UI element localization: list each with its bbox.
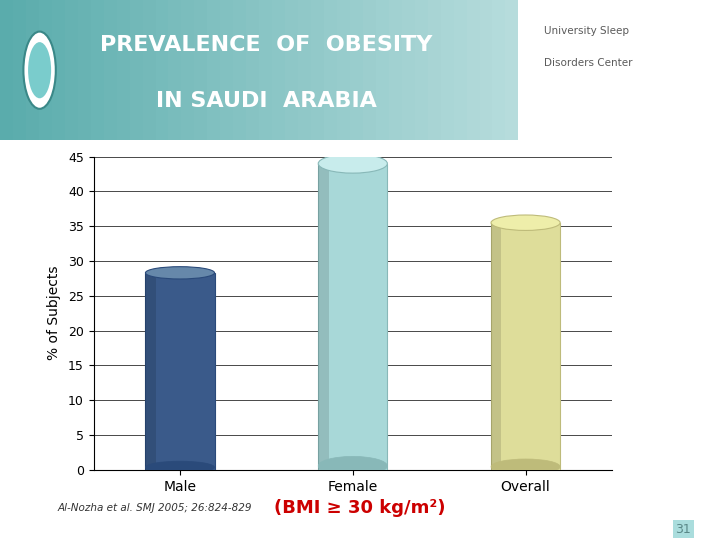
Bar bbox=[168, 0, 182, 140]
Ellipse shape bbox=[145, 461, 215, 474]
FancyBboxPatch shape bbox=[0, 0, 518, 140]
Bar bbox=[94, 470, 647, 478]
Text: (BMI ≥ 30 kg/m²): (BMI ≥ 30 kg/m²) bbox=[274, 498, 446, 517]
Bar bbox=[492, 0, 506, 140]
Bar bbox=[402, 0, 415, 140]
Bar bbox=[26, 0, 40, 140]
Bar bbox=[181, 0, 195, 140]
Bar bbox=[363, 0, 377, 140]
Bar bbox=[324, 0, 338, 140]
Bar bbox=[220, 0, 234, 140]
Y-axis label: % of Subjects: % of Subjects bbox=[47, 266, 61, 361]
Bar bbox=[491, 222, 501, 470]
Bar bbox=[259, 0, 273, 140]
Text: University Sleep: University Sleep bbox=[544, 26, 629, 36]
Bar bbox=[207, 0, 221, 140]
Bar bbox=[233, 0, 247, 140]
Bar bbox=[441, 0, 454, 140]
Bar bbox=[376, 0, 390, 140]
Ellipse shape bbox=[491, 459, 560, 475]
Bar bbox=[491, 222, 560, 470]
Bar bbox=[505, 0, 519, 140]
Bar bbox=[480, 0, 493, 140]
Bar bbox=[145, 273, 215, 470]
Bar bbox=[91, 0, 104, 140]
Ellipse shape bbox=[318, 456, 387, 476]
Bar bbox=[272, 0, 286, 140]
Ellipse shape bbox=[491, 215, 560, 231]
Ellipse shape bbox=[145, 267, 215, 279]
Text: 31: 31 bbox=[675, 523, 691, 536]
Bar bbox=[389, 0, 402, 140]
Bar bbox=[350, 0, 364, 140]
Bar bbox=[65, 0, 78, 140]
Text: IN SAUDI  ARABIA: IN SAUDI ARABIA bbox=[156, 91, 377, 111]
Text: PREVALENCE  OF  OBESITY: PREVALENCE OF OBESITY bbox=[100, 35, 433, 55]
Bar bbox=[318, 164, 387, 470]
Bar bbox=[78, 0, 91, 140]
Bar bbox=[0, 0, 14, 140]
Text: Disorders Center: Disorders Center bbox=[544, 58, 632, 68]
Bar bbox=[130, 0, 143, 140]
Bar bbox=[39, 0, 53, 140]
Bar bbox=[337, 0, 351, 140]
Ellipse shape bbox=[28, 42, 51, 98]
Bar bbox=[194, 0, 208, 140]
Bar bbox=[454, 0, 467, 140]
Bar bbox=[104, 0, 117, 140]
Ellipse shape bbox=[23, 31, 56, 109]
Bar bbox=[117, 0, 130, 140]
Bar bbox=[52, 0, 66, 140]
Bar bbox=[143, 0, 156, 140]
Bar bbox=[428, 0, 441, 140]
Bar bbox=[145, 273, 156, 470]
Bar bbox=[298, 0, 312, 140]
Bar bbox=[285, 0, 299, 140]
Bar bbox=[13, 0, 27, 140]
Text: Al-Nozha et al. SMJ 2005; 26:824-829: Al-Nozha et al. SMJ 2005; 26:824-829 bbox=[58, 503, 252, 512]
Bar bbox=[311, 0, 325, 140]
Bar bbox=[246, 0, 260, 140]
Bar bbox=[156, 0, 169, 140]
Bar bbox=[415, 0, 428, 140]
Bar bbox=[518, 0, 720, 140]
Bar bbox=[467, 0, 480, 140]
Bar bbox=[318, 164, 328, 470]
Ellipse shape bbox=[318, 154, 387, 173]
